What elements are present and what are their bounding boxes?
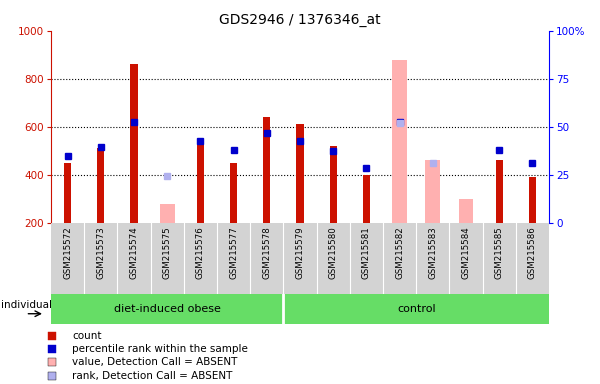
Text: individual: individual bbox=[1, 300, 52, 310]
Bar bbox=[130, 65, 137, 223]
Bar bbox=[118, 223, 151, 294]
Bar bbox=[283, 223, 317, 294]
Bar bbox=[263, 117, 271, 223]
Bar bbox=[496, 161, 503, 223]
Bar bbox=[97, 148, 104, 223]
Bar bbox=[458, 199, 473, 223]
Bar bbox=[197, 144, 204, 223]
Bar bbox=[217, 223, 250, 294]
Bar bbox=[84, 223, 118, 294]
Bar bbox=[230, 163, 237, 223]
Text: GSM215581: GSM215581 bbox=[362, 226, 371, 279]
Text: GSM215572: GSM215572 bbox=[63, 226, 72, 279]
Text: GSM215583: GSM215583 bbox=[428, 226, 437, 279]
Text: GSM215586: GSM215586 bbox=[528, 226, 537, 279]
Bar bbox=[449, 223, 482, 294]
Text: GSM215584: GSM215584 bbox=[461, 226, 470, 279]
Bar bbox=[529, 177, 536, 223]
Bar bbox=[151, 223, 184, 294]
Text: GSM215573: GSM215573 bbox=[97, 226, 106, 279]
Bar bbox=[51, 294, 283, 324]
Text: GSM215580: GSM215580 bbox=[329, 226, 338, 279]
Bar bbox=[482, 223, 516, 294]
Text: GSM215576: GSM215576 bbox=[196, 226, 205, 279]
Bar bbox=[317, 223, 350, 294]
Bar bbox=[392, 60, 407, 223]
Text: control: control bbox=[397, 304, 436, 314]
Bar bbox=[51, 223, 84, 294]
Bar bbox=[363, 175, 370, 223]
Bar bbox=[329, 146, 337, 223]
Bar bbox=[425, 161, 440, 223]
Title: GDS2946 / 1376346_at: GDS2946 / 1376346_at bbox=[219, 13, 381, 27]
Text: percentile rank within the sample: percentile rank within the sample bbox=[72, 344, 248, 354]
Bar bbox=[64, 163, 71, 223]
Bar bbox=[184, 223, 217, 294]
Bar bbox=[283, 294, 549, 324]
Text: count: count bbox=[72, 331, 101, 341]
Text: diet-induced obese: diet-induced obese bbox=[114, 304, 221, 314]
Bar bbox=[350, 223, 383, 294]
Bar bbox=[296, 124, 304, 223]
Text: GSM215578: GSM215578 bbox=[262, 226, 271, 279]
Bar bbox=[383, 223, 416, 294]
Text: GSM215582: GSM215582 bbox=[395, 226, 404, 279]
Text: GSM215574: GSM215574 bbox=[130, 226, 139, 279]
Bar bbox=[250, 223, 283, 294]
Text: GSM215577: GSM215577 bbox=[229, 226, 238, 279]
Bar bbox=[160, 204, 175, 223]
Text: rank, Detection Call = ABSENT: rank, Detection Call = ABSENT bbox=[72, 371, 233, 381]
Bar bbox=[416, 223, 449, 294]
Text: GSM215579: GSM215579 bbox=[296, 226, 305, 279]
Text: GSM215585: GSM215585 bbox=[495, 226, 504, 279]
Bar bbox=[516, 223, 549, 294]
Text: GSM215575: GSM215575 bbox=[163, 226, 172, 279]
Text: value, Detection Call = ABSENT: value, Detection Call = ABSENT bbox=[72, 357, 238, 367]
